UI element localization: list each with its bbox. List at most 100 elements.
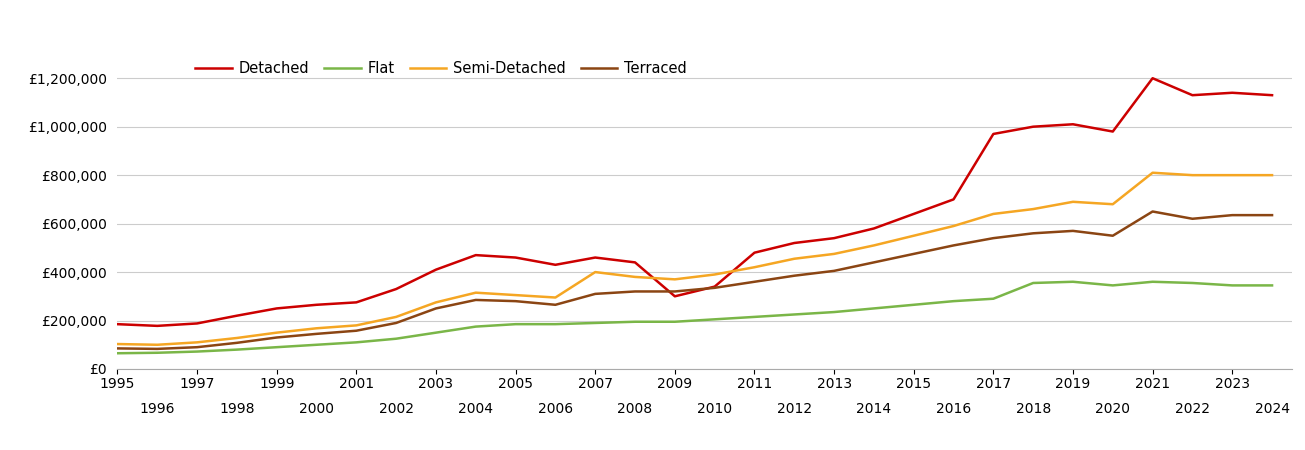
Terraced [150, 346, 166, 351]
Semi-Detached [867, 243, 882, 248]
Flat [389, 336, 405, 342]
Detached [548, 262, 564, 267]
Terraced [110, 346, 125, 351]
Terraced [468, 297, 484, 303]
Terraced [1065, 228, 1081, 234]
Flat [189, 349, 205, 354]
Semi-Detached [348, 323, 364, 328]
Semi-Detached [110, 342, 125, 347]
Flat [428, 330, 444, 335]
Terraced [230, 340, 245, 346]
Semi-Detached [826, 251, 842, 256]
Flat [826, 309, 842, 315]
Semi-Detached [1065, 199, 1081, 204]
Terraced [1026, 230, 1041, 236]
Detached [985, 131, 1001, 137]
Legend: Detached, Flat, Semi-Detached, Terraced: Detached, Flat, Semi-Detached, Terraced [189, 55, 693, 81]
Flat [587, 320, 603, 326]
Flat [1144, 279, 1160, 284]
Flat [1105, 283, 1121, 288]
Detached [1185, 93, 1201, 98]
Detached [906, 211, 921, 216]
Terraced [1105, 233, 1121, 238]
Flat [150, 350, 166, 356]
Semi-Detached [309, 326, 325, 331]
Detached [1065, 122, 1081, 127]
Flat [906, 302, 921, 307]
Flat [508, 321, 523, 327]
Detached [389, 286, 405, 292]
Detached [826, 235, 842, 241]
Detached [110, 321, 125, 327]
Line: Semi-Detached: Semi-Detached [117, 173, 1272, 345]
Terraced [746, 279, 762, 284]
Terraced [428, 306, 444, 311]
Detached [1144, 76, 1160, 81]
Terraced [309, 331, 325, 337]
Detached [1265, 93, 1280, 98]
Detached [189, 321, 205, 326]
Detached [508, 255, 523, 260]
Semi-Detached [230, 335, 245, 341]
Terraced [985, 235, 1001, 241]
Flat [348, 340, 364, 345]
Terraced [946, 243, 962, 248]
Flat [787, 312, 803, 317]
Terraced [189, 345, 205, 350]
Flat [1065, 279, 1081, 284]
Detached [787, 240, 803, 246]
Flat [1026, 280, 1041, 286]
Detached [707, 284, 723, 289]
Flat [667, 319, 683, 324]
Flat [628, 319, 643, 324]
Detached [746, 250, 762, 256]
Detached [628, 260, 643, 265]
Terraced [348, 328, 364, 333]
Detached [1026, 124, 1041, 130]
Semi-Detached [1224, 172, 1240, 178]
Semi-Detached [389, 314, 405, 319]
Semi-Detached [1144, 170, 1160, 176]
Terraced [1224, 212, 1240, 218]
Detached [1105, 129, 1121, 134]
Flat [867, 306, 882, 311]
Semi-Detached [508, 292, 523, 298]
Semi-Detached [428, 300, 444, 305]
Terraced [867, 260, 882, 265]
Terraced [1144, 209, 1160, 214]
Flat [1185, 280, 1201, 286]
Semi-Detached [269, 330, 284, 335]
Line: Flat: Flat [117, 282, 1272, 353]
Flat [946, 298, 962, 304]
Semi-Detached [150, 342, 166, 347]
Terraced [826, 268, 842, 274]
Detached [1224, 90, 1240, 95]
Semi-Detached [189, 340, 205, 345]
Semi-Detached [707, 272, 723, 277]
Semi-Detached [985, 211, 1001, 216]
Detached [946, 197, 962, 202]
Terraced [707, 285, 723, 291]
Semi-Detached [946, 223, 962, 229]
Detached [150, 323, 166, 328]
Detached [468, 252, 484, 258]
Terraced [1265, 212, 1280, 218]
Detached [667, 293, 683, 299]
Terraced [1185, 216, 1201, 221]
Terraced [548, 302, 564, 307]
Line: Detached: Detached [117, 78, 1272, 326]
Flat [230, 347, 245, 352]
Flat [746, 314, 762, 319]
Semi-Detached [906, 233, 921, 238]
Flat [468, 324, 484, 329]
Terraced [787, 273, 803, 279]
Semi-Detached [1105, 202, 1121, 207]
Flat [548, 321, 564, 327]
Detached [269, 306, 284, 311]
Semi-Detached [587, 270, 603, 275]
Semi-Detached [1265, 172, 1280, 178]
Semi-Detached [1026, 207, 1041, 212]
Flat [110, 351, 125, 356]
Semi-Detached [746, 265, 762, 270]
Semi-Detached [548, 295, 564, 300]
